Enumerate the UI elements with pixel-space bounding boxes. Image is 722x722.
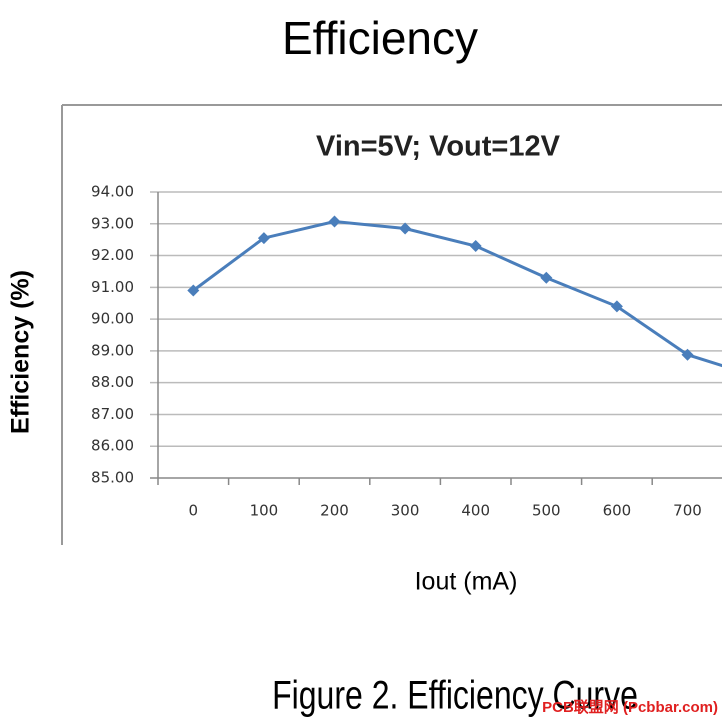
- y-tick-label: 86.00: [91, 437, 134, 455]
- y-tick-label: 85.00: [91, 469, 134, 487]
- x-tick-label: 300: [391, 502, 420, 520]
- x-tick-label: 700: [673, 502, 702, 520]
- x-tick-label: 500: [532, 502, 561, 520]
- x-axis-label: Iout (mA): [415, 568, 518, 596]
- data-point: [469, 240, 482, 253]
- series-line: [192, 220, 722, 368]
- y-tick-label: 92.00: [91, 246, 134, 264]
- watermark: PCB联盟网 (Pcbbar.com): [542, 699, 718, 716]
- y-tick-label: 89.00: [91, 341, 134, 359]
- data-point: [610, 300, 623, 313]
- plot: [157, 215, 722, 485]
- data-point: [681, 348, 694, 361]
- y-axis-label: Efficiency (%): [7, 270, 35, 434]
- y-tick-label: 94.00: [91, 183, 134, 201]
- x-tick-label: 100: [250, 502, 279, 520]
- x-tick-label: 400: [461, 502, 490, 520]
- y-tick-label: 91.00: [91, 278, 134, 296]
- data-point: [540, 271, 553, 284]
- data-point: [399, 222, 412, 235]
- y-tick-label: 87.00: [91, 405, 134, 423]
- data-point: [328, 215, 341, 228]
- caption: Figure 2. Efficiency Curve: [272, 672, 638, 717]
- chart-subtitle: Vin=5V; Vout=12V: [316, 131, 561, 163]
- data-point: [257, 232, 270, 245]
- x-tick-label: 200: [320, 502, 349, 520]
- y-tick-label: 90.00: [91, 310, 134, 328]
- x-tick-label: 0: [189, 502, 199, 520]
- y-tick-label: 88.00: [91, 373, 134, 391]
- chart-title: Efficiency: [282, 12, 478, 64]
- y-tick-label: 93.00: [91, 214, 134, 232]
- x-tick-label: 600: [603, 502, 632, 520]
- data-point: [187, 284, 200, 297]
